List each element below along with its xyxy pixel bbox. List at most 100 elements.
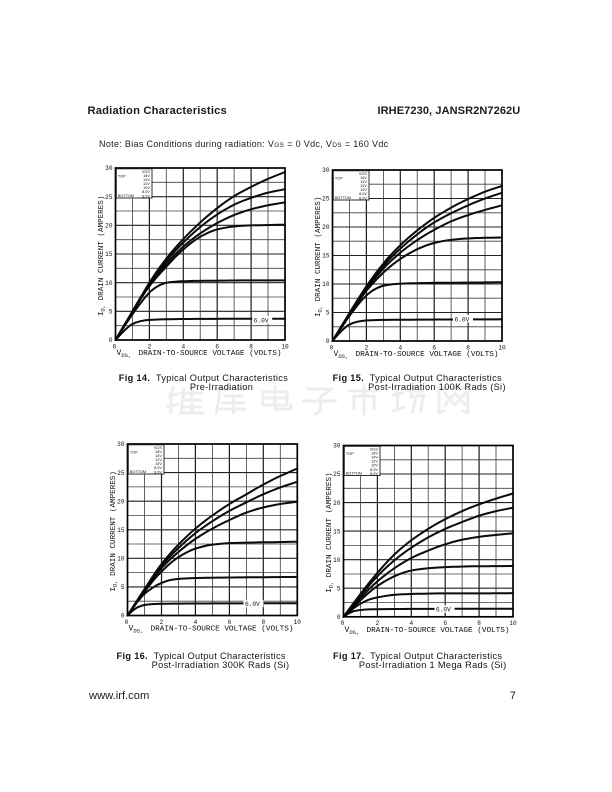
svg-text:BOTTOM: BOTTOM xyxy=(346,471,362,475)
svg-text:6.0V: 6.0V xyxy=(455,316,470,323)
svg-text:12V: 12V xyxy=(155,458,162,462)
svg-text:0: 0 xyxy=(326,338,330,345)
svg-text:VGS: VGS xyxy=(370,448,378,452)
svg-text:8.0V: 8.0V xyxy=(359,192,367,196)
svg-text:10V: 10V xyxy=(143,186,150,190)
svg-text:BOTTOM: BOTTOM xyxy=(118,194,134,198)
svg-text:12V: 12V xyxy=(371,460,378,464)
svg-text:ID, DRAIN CURRENT (AMPERES): ID, DRAIN CURRENT (AMPERES) xyxy=(326,472,335,592)
svg-text:4: 4 xyxy=(181,343,185,350)
svg-text:VDS, DRAIN-TO-SOURCE VOLTAGE (: VDS, DRAIN-TO-SOURCE VOLTAGE (VOLTS) xyxy=(334,350,499,360)
svg-text:4: 4 xyxy=(398,344,402,351)
svg-text:5: 5 xyxy=(337,586,341,593)
svg-text:TOP: TOP xyxy=(346,452,354,456)
svg-text:16V: 16V xyxy=(155,450,162,454)
svg-text:5: 5 xyxy=(326,310,330,317)
svg-text:20: 20 xyxy=(333,500,341,507)
svg-text:8.0V: 8.0V xyxy=(142,190,150,194)
svg-text:VGS: VGS xyxy=(359,172,367,176)
svg-text:15: 15 xyxy=(117,527,125,534)
svg-text:6.0V: 6.0V xyxy=(154,470,162,474)
svg-text:10V: 10V xyxy=(371,464,378,468)
svg-text:6: 6 xyxy=(443,620,447,627)
svg-text:VDS, DRAIN-TO-SOURCE VOLTAGE (: VDS, DRAIN-TO-SOURCE VOLTAGE (VOLTS) xyxy=(129,625,294,635)
svg-text:8: 8 xyxy=(477,620,481,627)
svg-text:6: 6 xyxy=(228,619,232,626)
svg-text:2: 2 xyxy=(148,343,152,350)
svg-text:16V: 16V xyxy=(360,176,367,180)
svg-text:30: 30 xyxy=(333,443,341,450)
svg-text:25: 25 xyxy=(322,196,330,203)
svg-text:16V: 16V xyxy=(371,452,378,456)
svg-text:12V: 12V xyxy=(143,182,150,186)
svg-text:10: 10 xyxy=(117,556,125,563)
svg-text:6.0V: 6.0V xyxy=(359,196,367,200)
svg-text:10: 10 xyxy=(105,280,113,287)
svg-text:6: 6 xyxy=(215,343,219,350)
svg-text:VDS, DRAIN-TO-SOURCE VOLTAGE (: VDS, DRAIN-TO-SOURCE VOLTAGE (VOLTS) xyxy=(117,349,282,359)
svg-text:0: 0 xyxy=(337,614,341,621)
svg-text:BOTTOM: BOTTOM xyxy=(130,470,146,474)
svg-text:25: 25 xyxy=(333,471,341,478)
svg-text:8.0V: 8.0V xyxy=(370,468,378,472)
svg-text:TOP: TOP xyxy=(130,450,138,454)
svg-text:2: 2 xyxy=(376,620,380,627)
svg-text:4: 4 xyxy=(409,620,413,627)
svg-text:6: 6 xyxy=(432,344,436,351)
svg-text:30: 30 xyxy=(117,441,125,448)
svg-text:14V: 14V xyxy=(143,178,150,182)
svg-text:6.0V: 6.0V xyxy=(254,318,269,325)
svg-text:10: 10 xyxy=(294,619,302,626)
svg-text:20: 20 xyxy=(322,224,330,231)
svg-text:12V: 12V xyxy=(360,184,367,188)
svg-text:14V: 14V xyxy=(360,180,367,184)
svg-text:10: 10 xyxy=(281,343,289,350)
svg-text:BOTTOM: BOTTOM xyxy=(335,196,351,200)
svg-text:8.0V: 8.0V xyxy=(154,466,162,470)
svg-text:14V: 14V xyxy=(371,456,378,460)
svg-text:15: 15 xyxy=(333,528,341,535)
svg-text:10: 10 xyxy=(322,281,330,288)
svg-text:VGS: VGS xyxy=(142,170,150,174)
svg-text:ID, DRAIN CURRENT (AMPERES): ID, DRAIN CURRENT (AMPERES) xyxy=(110,471,119,591)
svg-text:TOP: TOP xyxy=(118,174,126,178)
svg-text:25: 25 xyxy=(105,194,113,201)
svg-text:16V: 16V xyxy=(143,174,150,178)
svg-text:10: 10 xyxy=(333,557,341,564)
svg-text:VGS: VGS xyxy=(154,446,162,450)
svg-text:ID, DRAIN CURRENT (AMPERES): ID, DRAIN CURRENT (AMPERES) xyxy=(98,196,107,316)
svg-text:4: 4 xyxy=(194,619,198,626)
svg-text:TOP: TOP xyxy=(335,176,343,180)
svg-text:6.0V: 6.0V xyxy=(245,601,260,608)
svg-text:30: 30 xyxy=(105,165,113,172)
svg-text:ID, DRAIN CURRENT (AMPERES): ID, DRAIN CURRENT (AMPERES) xyxy=(315,197,324,317)
svg-text:0: 0 xyxy=(121,613,125,620)
svg-text:20: 20 xyxy=(117,498,125,505)
svg-text:0: 0 xyxy=(113,343,117,350)
svg-text:6.0V: 6.0V xyxy=(142,194,150,198)
svg-text:VDS, DRAIN-TO-SOURCE VOLTAGE (: VDS, DRAIN-TO-SOURCE VOLTAGE (VOLTS) xyxy=(345,626,510,636)
svg-text:8: 8 xyxy=(249,343,253,350)
svg-text:0: 0 xyxy=(125,619,129,626)
svg-text:0: 0 xyxy=(341,620,345,627)
svg-text:15: 15 xyxy=(322,253,330,260)
svg-text:10V: 10V xyxy=(155,462,162,466)
svg-text:8: 8 xyxy=(261,619,265,626)
svg-text:5: 5 xyxy=(109,309,113,316)
svg-text:20: 20 xyxy=(105,223,113,230)
svg-text:6.0V: 6.0V xyxy=(436,607,451,614)
svg-text:10V: 10V xyxy=(360,188,367,192)
svg-text:2: 2 xyxy=(365,344,369,351)
svg-text:25: 25 xyxy=(117,470,125,477)
svg-text:10: 10 xyxy=(498,344,506,351)
svg-text:14V: 14V xyxy=(155,454,162,458)
svg-text:6.0V: 6.0V xyxy=(370,472,378,476)
svg-text:0: 0 xyxy=(330,344,334,351)
svg-text:8: 8 xyxy=(466,344,470,351)
svg-text:30: 30 xyxy=(322,167,330,174)
svg-text:2: 2 xyxy=(160,619,164,626)
svg-text:10: 10 xyxy=(509,620,517,627)
svg-text:0: 0 xyxy=(109,337,113,344)
svg-text:15: 15 xyxy=(105,251,113,258)
svg-text:5: 5 xyxy=(121,584,125,591)
